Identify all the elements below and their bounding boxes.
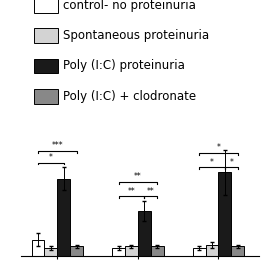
Text: **: ** [128, 187, 135, 196]
Text: Spontaneous proteinuria: Spontaneous proteinuria [63, 29, 210, 42]
Text: *: * [210, 158, 214, 167]
Text: ***: *** [51, 142, 63, 150]
Bar [44, 248, 57, 256]
Text: **: ** [147, 187, 155, 196]
Bar [193, 248, 206, 256]
Text: Poly (I:C) proteinuria: Poly (I:C) proteinuria [63, 59, 185, 73]
Bar [206, 245, 218, 256]
Bar [231, 246, 244, 256]
Bar [32, 240, 44, 256]
Bar [218, 172, 231, 256]
Bar [125, 246, 138, 256]
Text: *: * [49, 153, 53, 162]
Text: *: * [229, 158, 233, 167]
Bar [57, 179, 70, 256]
Bar [112, 248, 125, 256]
Bar [151, 246, 164, 256]
Bar [70, 246, 83, 256]
Text: **: ** [134, 172, 142, 181]
Text: Poly (I:C) + clodronate: Poly (I:C) + clodronate [63, 90, 196, 103]
Text: control- no proteinuria: control- no proteinuria [63, 0, 196, 12]
Text: *: * [216, 143, 220, 152]
Bar [138, 211, 151, 256]
